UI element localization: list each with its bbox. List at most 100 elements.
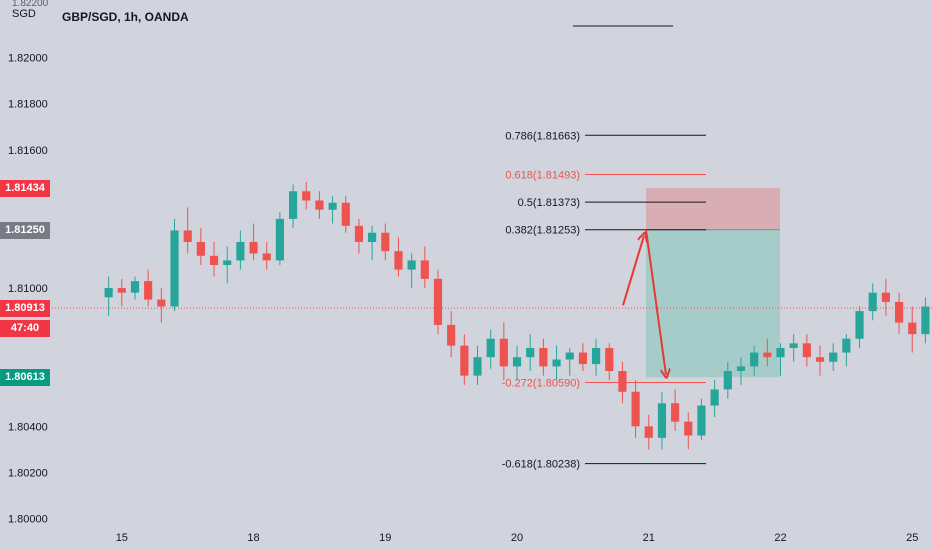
candle-body bbox=[842, 338, 851, 353]
candle-body bbox=[394, 251, 403, 270]
y-tick-label: 1.80000 bbox=[8, 513, 48, 525]
candle-body bbox=[829, 352, 838, 362]
candles bbox=[52, 182, 932, 450]
candle-body bbox=[908, 322, 917, 335]
candle-body bbox=[223, 260, 232, 265]
x-tick-label: 20 bbox=[511, 532, 523, 544]
candle-body bbox=[697, 405, 706, 436]
candle-body bbox=[710, 389, 719, 406]
candle-body bbox=[420, 260, 429, 279]
y-tick-label: 1.82000 bbox=[8, 53, 48, 65]
candle-body bbox=[196, 241, 205, 256]
candle-body bbox=[275, 218, 284, 261]
candle-body bbox=[302, 191, 311, 201]
position-zones bbox=[646, 188, 780, 378]
symbol-title[interactable]: GBP/SGD, 1h, OANDA bbox=[62, 10, 189, 24]
y-tick-label: 1.81000 bbox=[8, 283, 48, 295]
candle-body bbox=[855, 311, 864, 339]
price-badge: 1.80613 bbox=[0, 368, 50, 386]
candle-body bbox=[881, 292, 890, 302]
x-tick-label: 19 bbox=[379, 532, 391, 544]
candle-body bbox=[671, 403, 680, 422]
candle-body bbox=[473, 357, 482, 376]
candle-body bbox=[354, 225, 364, 242]
candle-body bbox=[288, 191, 298, 219]
candle-body bbox=[157, 299, 166, 307]
candle-body bbox=[433, 278, 443, 325]
candle-body bbox=[183, 230, 192, 242]
x-tick-label: 22 bbox=[774, 532, 786, 544]
candle-body bbox=[460, 345, 469, 376]
candle-body bbox=[144, 281, 153, 300]
candle-body bbox=[117, 288, 126, 293]
annotations bbox=[622, 229, 666, 375]
x-axis-ticks: 15 18 19 20 21 22 25 bbox=[116, 532, 919, 544]
currency-label: SGD bbox=[12, 8, 36, 20]
y-tick-label: 1.81800 bbox=[8, 99, 48, 111]
x-tick-label: 18 bbox=[247, 532, 259, 544]
candle-body bbox=[526, 347, 535, 358]
candle-body bbox=[684, 421, 693, 436]
candle-body bbox=[815, 357, 825, 362]
candle-body bbox=[407, 260, 416, 270]
candle-body bbox=[618, 371, 627, 392]
candle-body bbox=[723, 371, 732, 390]
candle-body bbox=[315, 200, 324, 210]
candle-body bbox=[776, 347, 785, 358]
candle-body bbox=[552, 359, 561, 367]
candle-body bbox=[130, 281, 140, 293]
candle-body bbox=[894, 301, 904, 323]
candle-body bbox=[657, 403, 667, 438]
x-tick-label: 25 bbox=[906, 532, 918, 544]
x-tick-label: 15 bbox=[116, 532, 128, 544]
candle-body bbox=[539, 347, 548, 367]
candle-body bbox=[486, 338, 495, 358]
candle-body bbox=[644, 426, 653, 438]
candle-body bbox=[236, 241, 245, 261]
candle-body bbox=[631, 391, 640, 427]
candle-body bbox=[868, 292, 877, 312]
candle-body bbox=[249, 241, 258, 254]
y-tick-label: 1.81600 bbox=[8, 145, 48, 157]
x-tick-label: 21 bbox=[643, 532, 655, 544]
take-profit-zone[interactable] bbox=[646, 229, 780, 378]
candle-body bbox=[341, 202, 350, 226]
candle-body bbox=[921, 306, 930, 335]
candle-body bbox=[763, 352, 772, 358]
fib-level-label: 0.786(1.81663) bbox=[505, 130, 580, 142]
candle-body bbox=[381, 232, 390, 252]
price-badge: 47:40 bbox=[0, 319, 50, 337]
y-tick-label: 1.80400 bbox=[8, 421, 48, 433]
candle-body bbox=[736, 366, 746, 371]
candle-body bbox=[789, 343, 798, 348]
candle-body bbox=[328, 202, 337, 210]
candle-body bbox=[565, 352, 574, 360]
candle-body bbox=[802, 343, 811, 358]
price-badge: 1.81250 bbox=[0, 221, 50, 239]
arrow-up-to-entry[interactable] bbox=[622, 236, 644, 306]
fib-level-label: 0.5(1.81373) bbox=[518, 197, 580, 209]
candle-body bbox=[170, 230, 179, 307]
fib-level-label: 0.382(1.81253) bbox=[505, 225, 580, 237]
candle-body bbox=[512, 357, 522, 367]
fibonacci-levels: 0.786(1.81663) 0.618(1.81493) 0.5(1.81373)… bbox=[502, 25, 706, 471]
candle-body bbox=[605, 347, 614, 371]
candle-body bbox=[209, 255, 219, 265]
clipped-top-tick: 1.82200 bbox=[12, 0, 49, 9]
candle-body bbox=[578, 352, 587, 365]
candle-body bbox=[262, 253, 271, 261]
fib-level-label: -0.618(1.80238) bbox=[502, 459, 580, 471]
y-axis-ticks: 1.80000 1.80200 1.80400 1.81000 1.81600 1.818… bbox=[8, 53, 48, 526]
candle-body bbox=[750, 352, 759, 367]
candle-body bbox=[368, 232, 377, 242]
price-badge: 1.81434 bbox=[0, 179, 50, 197]
price-badge: 1.80913 bbox=[0, 299, 50, 317]
fib-level-label: 0.618(1.81493) bbox=[505, 169, 580, 181]
arrow-down-to-target[interactable] bbox=[645, 229, 666, 375]
y-tick-label: 1.80200 bbox=[8, 467, 48, 479]
candle-body bbox=[104, 288, 113, 298]
stop-loss-zone[interactable] bbox=[646, 188, 780, 230]
fib-level-label: -0.272(1.80590) bbox=[502, 378, 580, 390]
